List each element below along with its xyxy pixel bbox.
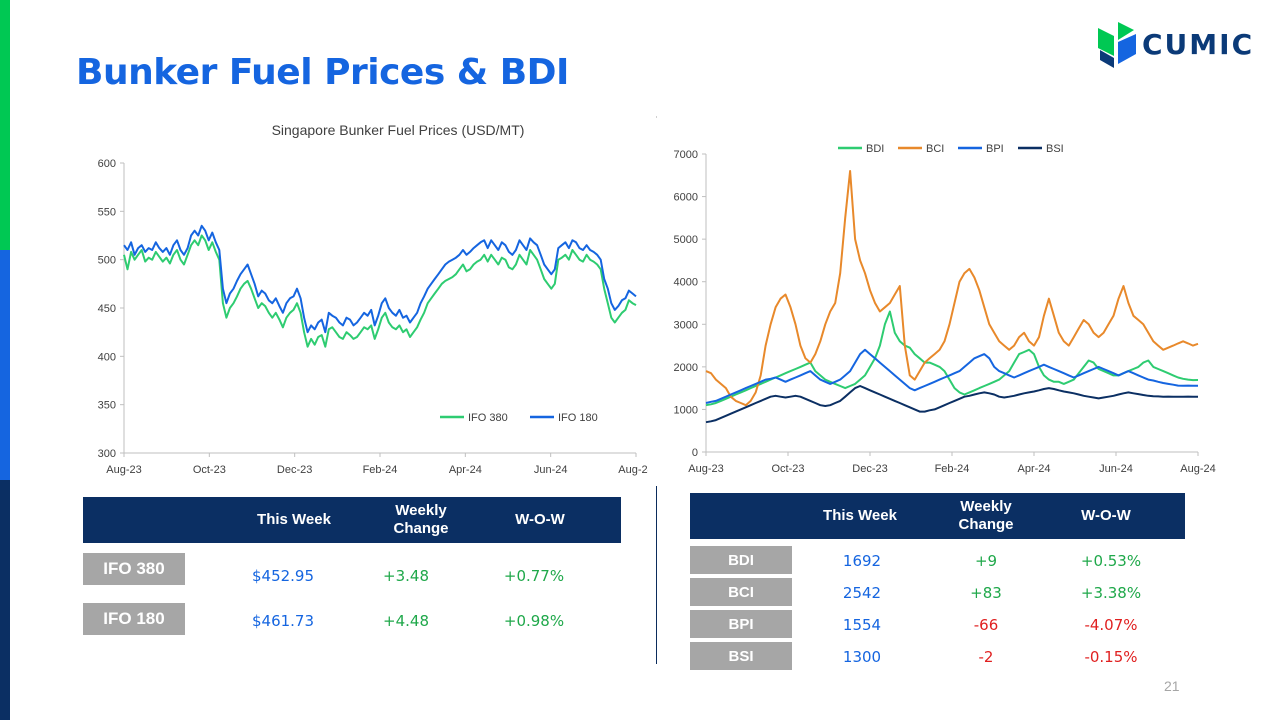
index-chart-y-tick-label: 3000: [674, 319, 698, 331]
fuel-ifo380-weekly-change: +3.48: [383, 567, 429, 585]
index-chart-x-tick-label: Aug-23: [688, 463, 723, 475]
index-chart-x-tick-label: Jun-24: [1099, 463, 1133, 475]
fuel-chart-y-tick-label: 350: [98, 400, 116, 412]
fuel-chart-y-tick-label: 450: [98, 303, 116, 315]
bdi-header-weekly-change: Weekly Change: [958, 498, 1014, 533]
fuel-ifo180-weekly-change: +4.48: [383, 612, 429, 630]
index-chart-x-tick-label: Oct-23: [771, 463, 804, 475]
index-chart-y-tick-label: 0: [692, 447, 698, 459]
brand-name: CUMIC: [1142, 28, 1255, 61]
index-chart-series-bdi-line: [705, 310, 1199, 407]
fuel-chart-legend-label: IFO 380: [468, 412, 508, 424]
fuel-header-weekly-change: Weekly Change: [393, 502, 449, 537]
fuel-table-header: This Week Weekly Change W-O-W: [83, 497, 621, 543]
fuel-chart-series-ifo-180-line: [123, 224, 637, 334]
bdi-header-this-week: This Week: [823, 507, 897, 524]
brand-logo: CUMIC: [1096, 20, 1256, 70]
accent-bar-green: [0, 0, 10, 250]
fuel-ifo180-this-week: $461.73: [251, 612, 315, 630]
bdi-row-label-bdi: BDI: [690, 546, 792, 574]
index-chart-legend-label: BSI: [1046, 143, 1064, 155]
bdi-row-label-bsi: BSI: [690, 642, 792, 670]
index-chart-legend-label: BCI: [926, 143, 944, 155]
fuel-row-label-ifo380: IFO 380: [83, 553, 185, 585]
bdi-bpi-wow: -4.07%: [1084, 616, 1138, 634]
bdi-bdi-weekly-change: +9: [974, 552, 998, 570]
section-divider: [656, 116, 657, 118]
fuel-chart-x-tick-label: Dec-23: [277, 464, 312, 476]
fuel-chart-y-tick-label: 300: [98, 448, 116, 460]
fuel-chart-x-tick-label: Apr-24: [449, 464, 482, 476]
bdi-header-wow: W-O-W: [1081, 507, 1131, 524]
fuel-chart-y-tick-label: 550: [98, 206, 116, 218]
fuel-chart-legend-label: IFO 180: [558, 412, 598, 424]
fuel-chart-x-tick-label: Aug-24: [618, 464, 648, 476]
bdi-row-label-bpi: BPI: [690, 610, 792, 638]
index-chart-y-tick-label: 4000: [674, 277, 698, 289]
bdi-bdi-this-week: 1692: [842, 552, 882, 570]
fuel-chart-x-tick-label: Oct-23: [193, 464, 226, 476]
fuel-chart-title: Singapore Bunker Fuel Prices (USD/MT): [272, 122, 525, 138]
index-chart-y-tick-label: 7000: [674, 149, 698, 161]
index-chart-x-tick-label: Feb-24: [935, 463, 970, 475]
fuel-chart-y-tick-label: 400: [98, 351, 116, 363]
bdi-table-header: This Week Weekly Change W-O-W: [690, 493, 1185, 539]
index-chart-x-tick-label: Aug-24: [1180, 463, 1215, 475]
index-chart-series-bci-line: [705, 170, 1199, 407]
fuel-row-label-ifo180: IFO 180: [83, 603, 185, 635]
index-chart-series-bpi-line: [705, 348, 1198, 404]
bdi-bci-this-week: 2542: [842, 584, 882, 602]
fuel-ifo380-wow: +0.77%: [503, 567, 565, 585]
fuel-ifo180-wow: +0.98%: [503, 612, 565, 630]
fuel-chart-x-tick-label: Feb-24: [363, 464, 398, 476]
accent-bar-navy: [0, 480, 10, 720]
index-chart-x-tick-label: Dec-23: [852, 463, 887, 475]
fuel-chart-x-tick-label: Aug-23: [106, 464, 141, 476]
index-chart-y-tick-label: 6000: [674, 192, 698, 204]
bdi-row-label-bci: BCI: [690, 578, 792, 606]
accent-bar-blue: [0, 250, 10, 480]
fuel-header-wow: W-O-W: [515, 511, 565, 528]
bdi-bci-weekly-change: +83: [970, 584, 1002, 602]
page-title: Bunker Fuel Prices & BDI: [76, 52, 569, 93]
bunker-fuel-chart: Singapore Bunker Fuel Prices (USD/MT) 300…: [98, 122, 648, 476]
fuel-chart-x-tick-label: Jun-24: [534, 464, 568, 476]
bdi-bpi-weekly-change: -66: [973, 616, 999, 634]
section-divider-lower: [656, 486, 657, 664]
index-chart-y-tick-label: 2000: [674, 362, 698, 374]
fuel-chart-y-tick-label: 600: [98, 158, 116, 170]
fuel-chart-series-ifo-380-line: [123, 234, 637, 348]
fuel-chart-y-tick-label: 500: [98, 255, 116, 267]
bdi-bpi-this-week: 1554: [842, 616, 882, 634]
fuel-header-this-week: This Week: [257, 511, 331, 528]
bdi-bci-wow: +3.38%: [1080, 584, 1142, 602]
fuel-ifo380-this-week: $452.95: [251, 567, 315, 585]
index-chart-series-bsi-line: [705, 385, 1198, 424]
index-chart-y-tick-label: 1000: [674, 404, 698, 416]
baltic-index-chart: 0 1000 2000 3000 4000 5000 6000 7000 Aug-23 Oct-2…: [674, 143, 1216, 475]
bdi-bsi-weekly-change: -2: [978, 648, 994, 666]
index-chart-legend-label: BDI: [866, 143, 884, 155]
index-chart-x-tick-label: Apr-24: [1017, 463, 1050, 475]
bdi-bsi-this-week: 1300: [842, 648, 882, 666]
index-chart-y-tick-label: 5000: [674, 234, 698, 246]
bdi-bdi-wow: +0.53%: [1080, 552, 1142, 570]
index-chart-legend-label: BPI: [986, 143, 1004, 155]
bdi-bsi-wow: -0.15%: [1084, 648, 1138, 666]
page-number: 21: [1164, 678, 1180, 694]
cumic-leaf-logo-icon: [1098, 22, 1136, 68]
